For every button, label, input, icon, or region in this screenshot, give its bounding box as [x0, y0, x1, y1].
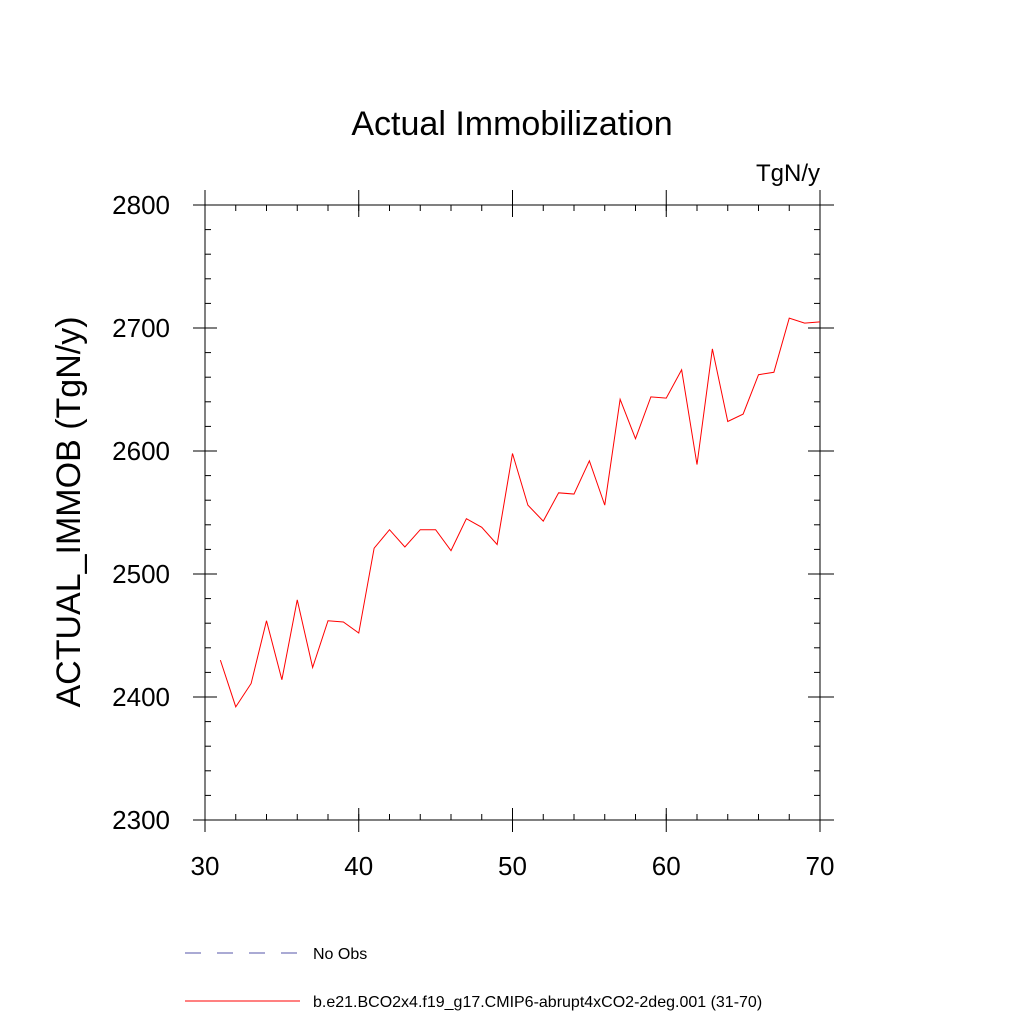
legend-label-model: b.e21.BCO2x4.f19_g17.CMIP6-abrupt4xCO2-2… [313, 994, 762, 1011]
legend: No Obs b.e21.BCO2x4.f19_g17.CMIP6-abrupt… [185, 946, 762, 1011]
y-tick-label: 2600 [112, 436, 170, 466]
series-layer [219, 317, 821, 708]
chart-title: Actual Immobilization [351, 105, 672, 143]
series-line-1 [219, 317, 821, 708]
minor-ticks [204, 204, 821, 821]
units-label: TgN/y [756, 160, 820, 187]
legend-label-no-obs: No Obs [313, 946, 367, 963]
x-tick-label: 30 [191, 851, 220, 881]
x-tick-label: 50 [498, 851, 527, 881]
y-tick-label: 2400 [112, 682, 170, 712]
x-axis-ticks: 30 40 50 60 70 [191, 190, 835, 881]
plot-frame [204, 204, 821, 821]
x-tick-label: 60 [652, 851, 681, 881]
y-axis-ticks: 2300 2400 2500 2600 2700 2800 [112, 190, 834, 835]
y-tick-label: 2500 [112, 559, 170, 589]
x-tick-label: 40 [344, 851, 373, 881]
x-tick-label: 70 [806, 851, 835, 881]
y-tick-label: 2800 [112, 190, 170, 220]
y-tick-label: 2300 [112, 805, 170, 835]
y-axis-label: ACTUAL_IMMOB (TgN/y) [50, 316, 88, 707]
y-tick-label: 2700 [112, 313, 170, 343]
